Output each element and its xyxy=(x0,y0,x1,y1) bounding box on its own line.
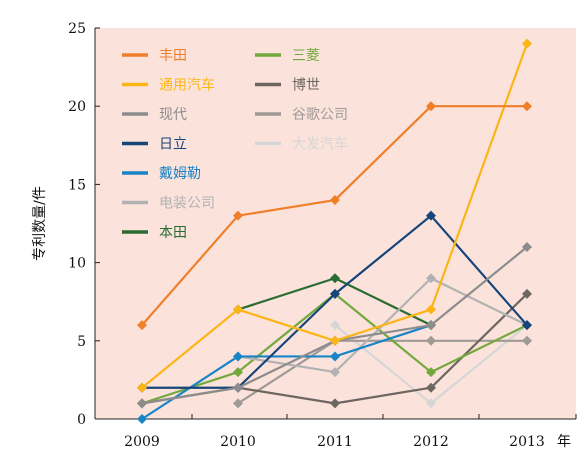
data-point-3-2 xyxy=(330,288,340,299)
data-point-0-4 xyxy=(522,101,532,112)
data-point-1-4 xyxy=(522,38,532,49)
x-tick-label: 2013 xyxy=(509,434,545,450)
x-tick-label: 2012 xyxy=(413,434,449,450)
data-point-10-3 xyxy=(426,398,436,409)
data-point-9-4 xyxy=(522,335,532,346)
legend-label: 戴姆勒 xyxy=(159,166,201,182)
data-point-2-3 xyxy=(426,320,436,331)
data-point-2-4 xyxy=(522,241,532,252)
data-point-7-3 xyxy=(426,367,436,378)
data-point-2-1 xyxy=(233,382,243,393)
data-point-0-1 xyxy=(233,210,243,221)
legend-label: 谷歌公司 xyxy=(292,107,348,123)
x-tick-label: 2010 xyxy=(220,434,256,450)
y-tick-label: 5 xyxy=(77,334,86,350)
data-point-5-3 xyxy=(426,273,436,284)
data-point-4-2 xyxy=(330,351,340,362)
data-point-7-1 xyxy=(233,367,243,378)
data-point-9-3 xyxy=(426,335,436,346)
data-point-1-1 xyxy=(233,304,243,315)
legend-label: 大发汽车 xyxy=(292,136,348,153)
x-tick-label: 2009 xyxy=(124,434,160,450)
y-tick-label: 15 xyxy=(68,177,86,193)
data-point-1-2 xyxy=(330,335,340,346)
data-point-8-2 xyxy=(330,398,340,409)
legend-label: 日立 xyxy=(159,137,187,153)
y-tick-label: 10 xyxy=(68,256,86,272)
legend-label: 丰田 xyxy=(159,48,187,64)
y-tick-label: 25 xyxy=(68,21,86,37)
data-point-8-3 xyxy=(426,382,436,393)
data-point-0-0 xyxy=(137,320,147,331)
data-point-0-2 xyxy=(330,195,340,206)
legend-label: 博世 xyxy=(292,77,320,94)
data-point-4-0 xyxy=(137,414,147,424)
data-point-4-1 xyxy=(233,351,243,362)
data-point-1-3 xyxy=(426,304,436,315)
legend-label: 三菱 xyxy=(292,48,320,64)
data-point-6-2 xyxy=(330,273,340,284)
data-point-3-3 xyxy=(426,210,436,221)
legend-label: 本田 xyxy=(159,225,187,241)
data-point-3-4 xyxy=(522,320,532,331)
legend-label: 电装公司 xyxy=(159,196,215,212)
data-point-5-2 xyxy=(330,367,340,378)
data-point-8-4 xyxy=(522,288,532,299)
x-axis-label: 年 xyxy=(557,434,571,450)
y-tick-label: 20 xyxy=(68,99,86,115)
data-point-10-2 xyxy=(330,320,340,331)
data-point-2-0 xyxy=(137,398,147,409)
data-point-9-1 xyxy=(233,398,243,409)
legend-label: 通用汽车 xyxy=(159,77,215,94)
y-axis-label: 专利数量/件 xyxy=(32,186,48,261)
y-tick-label: 0 xyxy=(77,412,86,428)
x-tick-label: 2011 xyxy=(317,434,353,450)
data-point-1-0 xyxy=(137,382,147,393)
data-point-0-3 xyxy=(426,101,436,112)
legend-label: 现代 xyxy=(159,107,187,123)
